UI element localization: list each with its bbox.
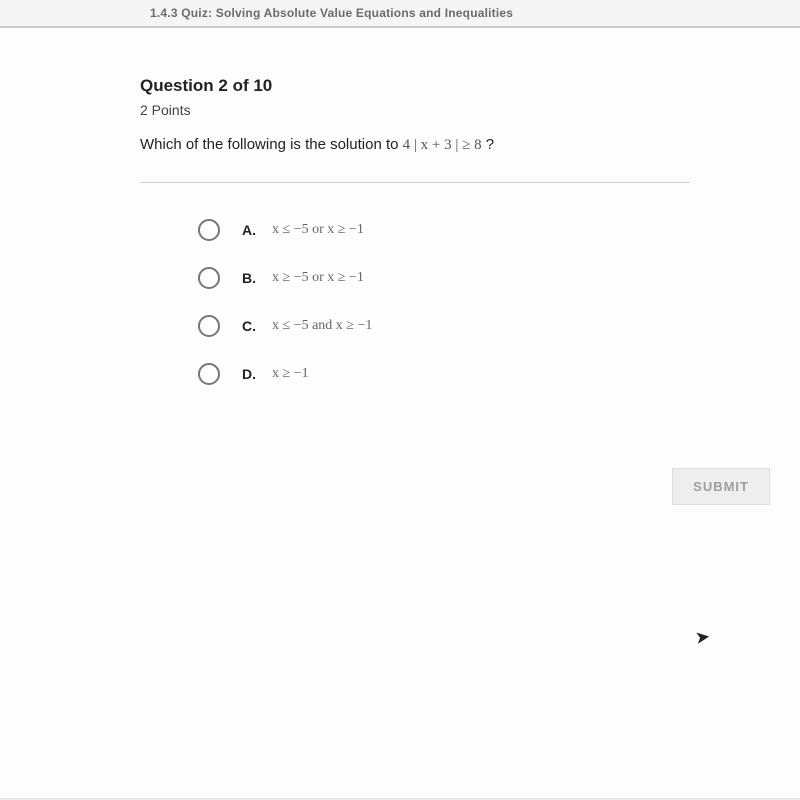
- prompt-suffix: ?: [482, 136, 495, 153]
- option-a[interactable]: A. x ≤ −5 or x ≥ −1: [198, 219, 690, 241]
- radio-icon[interactable]: [198, 267, 220, 289]
- breadcrumb: 1.4.3 Quiz: Solving Absolute Value Equat…: [150, 6, 513, 20]
- option-b[interactable]: B. x ≥ −5 or x ≥ −1: [198, 267, 690, 289]
- option-text: x ≤ −5 or x ≥ −1: [272, 222, 364, 238]
- submit-button[interactable]: SUBMIT: [672, 468, 770, 505]
- option-text: x ≤ −5 and x ≥ −1: [272, 318, 372, 334]
- option-letter: C.: [242, 318, 262, 334]
- question-points: 2 Points: [140, 102, 690, 118]
- option-letter: D.: [242, 366, 262, 382]
- option-letter: A.: [242, 222, 262, 238]
- quiz-header: 1.4.3 Quiz: Solving Absolute Value Equat…: [0, 0, 800, 28]
- question-number: Question 2 of 10: [140, 76, 690, 96]
- question-page: Question 2 of 10 2 Points Which of the f…: [0, 28, 800, 798]
- prompt-prefix: Which of the following is the solution t…: [140, 136, 403, 153]
- radio-icon[interactable]: [198, 363, 220, 385]
- cursor-icon: ➤: [694, 626, 712, 649]
- option-letter: B.: [242, 270, 262, 286]
- radio-icon[interactable]: [198, 219, 220, 241]
- radio-icon[interactable]: [198, 315, 220, 337]
- question-prompt: Which of the following is the solution t…: [140, 136, 690, 154]
- option-d[interactable]: D. x ≥ −1: [198, 363, 690, 385]
- prompt-math: 4 | x + 3 | ≥ 8: [403, 137, 482, 153]
- option-c[interactable]: C. x ≤ −5 and x ≥ −1: [198, 315, 690, 337]
- option-text: x ≥ −1: [272, 366, 309, 382]
- option-text: x ≥ −5 or x ≥ −1: [272, 270, 364, 286]
- options-list: A. x ≤ −5 or x ≥ −1 B. x ≥ −5 or x ≥ −1 …: [140, 219, 690, 385]
- divider: [140, 182, 690, 183]
